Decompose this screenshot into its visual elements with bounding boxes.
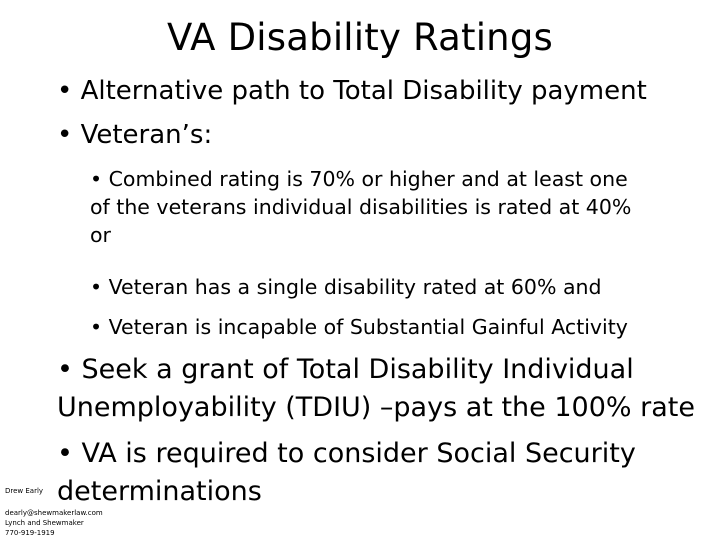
bullet-line: Unemployability (TDIU) –pays at the 100%… <box>57 392 695 423</box>
bullet-line: • Seek a grant of Total Disability Indiv… <box>57 354 634 385</box>
subbullet-line: of the veterans individual disabilities … <box>90 195 632 219</box>
presenter-name: Drew Early <box>5 487 44 495</box>
subbullet-line: or <box>90 223 111 247</box>
bullet-line: • VA is required to consider Social Secu… <box>57 438 636 469</box>
subbullet-single-disability: • Veteran has a single disability rated … <box>90 273 602 301</box>
presenter-phone: 770-919-1919 <box>5 529 55 537</box>
bullet-tdiu-grant: • Seek a grant of Total Disability Indiv… <box>57 351 695 427</box>
subbullet-line: • Veteran has a single disability rated … <box>90 275 602 299</box>
presenter-footer: Drew Early dearly@shewmakerlaw.com Lynch… <box>5 486 103 538</box>
bullet-alternative-path: • Alternative path to Total Disability p… <box>57 76 647 106</box>
subbullet-combined-rating: • Combined rating is 70% or higher and a… <box>90 165 631 249</box>
slide-title: VA Disability Ratings <box>167 16 553 59</box>
bullet-line: determinations <box>57 476 262 507</box>
bullet-veterans: • Veteran’s: <box>57 120 213 150</box>
subbullet-substantial-gainful-activity: • Veteran is incapable of Substantial Ga… <box>90 313 628 341</box>
subbullet-line: • Veteran is incapable of Substantial Ga… <box>90 315 628 339</box>
presenter-firm: Lynch and Shewmaker <box>5 519 84 527</box>
bullet-social-security: • VA is required to consider Social Secu… <box>57 435 636 511</box>
presenter-email: dearly@shewmakerlaw.com <box>5 509 103 517</box>
subbullet-line: • Combined rating is 70% or higher and a… <box>90 167 628 191</box>
